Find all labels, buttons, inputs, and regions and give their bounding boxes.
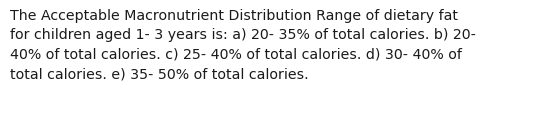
- Text: The Acceptable Macronutrient Distribution Range of dietary fat
for children aged: The Acceptable Macronutrient Distributio…: [10, 9, 476, 81]
